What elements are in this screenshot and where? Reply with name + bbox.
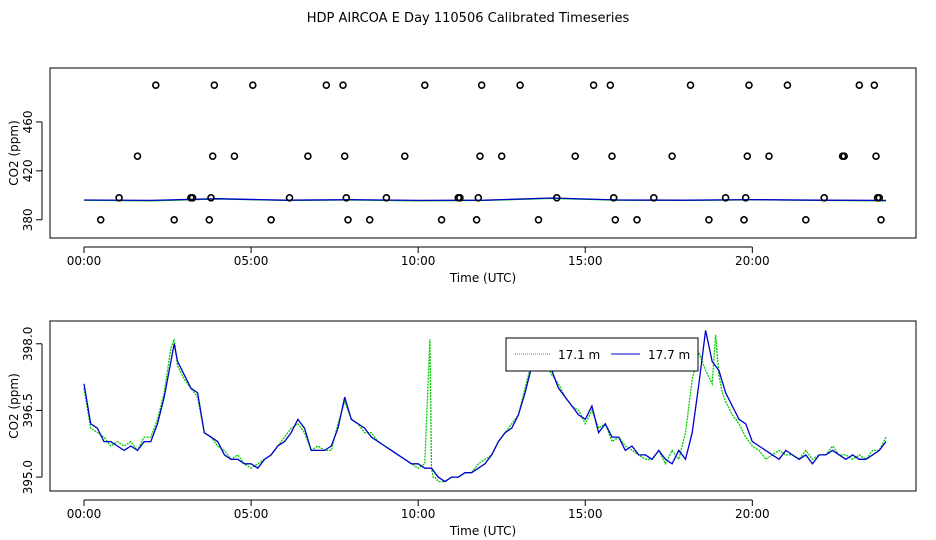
y-axis-label: CO2 (ppm) (7, 373, 21, 439)
data-point (745, 81, 753, 89)
data-point (721, 194, 730, 202)
data-point (474, 194, 483, 202)
data-point (668, 152, 676, 160)
x-tick-label: 10:00 (401, 254, 436, 268)
data-point (365, 216, 374, 224)
y-axis: 395.0 396.5 398.0 (21, 327, 43, 494)
x-tick-label: 20:00 (735, 254, 770, 268)
data-point (249, 81, 257, 89)
x-axis: 00:00 05:00 10:00 15:00 20:00 (67, 499, 770, 521)
data-point (304, 152, 312, 160)
y-axis: 380 420 460 (21, 110, 43, 231)
panel-bottom: 00:00 05:00 10:00 15:00 20:00 395.0 396.5 398.… (7, 320, 917, 538)
data-point (188, 194, 197, 202)
data-point (437, 216, 446, 224)
series-line-2 (83, 330, 887, 483)
data-point (115, 194, 123, 202)
data-point (534, 216, 543, 224)
data-point (611, 216, 620, 224)
data-point (877, 216, 885, 224)
y-tick-label: 420 (21, 159, 35, 182)
data-point (649, 194, 658, 202)
data-point (589, 81, 598, 89)
data-point (477, 81, 486, 89)
data-point (801, 216, 810, 224)
x-tick-label: 15:00 (568, 507, 603, 521)
x-axis: 00:00 05:00 10:00 15:00 20:00 (67, 246, 770, 268)
series-line-2 (83, 197, 887, 202)
data-point (476, 152, 484, 160)
data-point (872, 152, 880, 160)
data-point (552, 194, 561, 202)
data-point (870, 81, 879, 89)
y-tick-label: 460 (21, 110, 35, 133)
data-point (382, 194, 391, 202)
x-tick-label: 10:00 (401, 507, 436, 521)
data-layer (83, 330, 887, 483)
data-point (322, 81, 331, 89)
data-point (420, 81, 429, 89)
panel-top: 00:00 05:00 10:00 15:00 20:00 380 420 460 Time… (7, 67, 917, 285)
data-point (207, 194, 215, 202)
data-point (765, 152, 773, 160)
data-point (606, 81, 615, 89)
legend-label-series2: 17.7 m (648, 348, 690, 362)
x-tick-label: 20:00 (735, 507, 770, 521)
plot-frame (49, 67, 917, 239)
data-point (633, 216, 641, 224)
data-point (875, 194, 884, 202)
y-tick-label: 395.0 (21, 460, 35, 494)
data-point (743, 152, 752, 160)
data-point (170, 216, 178, 224)
data-point (230, 152, 239, 160)
data-point (608, 152, 616, 160)
x-axis-label: Time (UTC) (449, 271, 516, 285)
data-point (267, 216, 275, 224)
data-point (840, 152, 849, 160)
data-point (339, 81, 347, 89)
y-tick-label: 396.5 (21, 393, 35, 427)
x-tick-label: 00:00 (67, 254, 102, 268)
data-point (783, 81, 792, 89)
data-point (571, 152, 580, 160)
data-point (609, 194, 618, 202)
data-point (741, 194, 750, 202)
legend-label-series1: 17.1 m (558, 348, 600, 362)
x-tick-label: 15:00 (568, 254, 603, 268)
data-point (820, 194, 829, 202)
data-point (342, 194, 351, 202)
data-point (285, 194, 294, 202)
data-point (152, 81, 160, 89)
data-point (133, 152, 142, 160)
x-tick-label: 00:00 (67, 507, 102, 521)
data-point (208, 152, 217, 160)
x-tick-label: 05:00 (234, 507, 269, 521)
data-point (96, 216, 105, 224)
data-point (855, 81, 864, 89)
y-tick-label: 380 (21, 208, 35, 231)
data-point (340, 152, 349, 160)
data-layer (83, 81, 887, 224)
figure-title: HDP AIRCOA E Day 110506 Calibrated Times… (307, 11, 630, 26)
data-point (400, 152, 409, 160)
x-tick-label: 05:00 (234, 254, 269, 268)
x-axis-label: Time (UTC) (449, 524, 516, 538)
data-point (740, 216, 748, 224)
y-axis-label: CO2 (ppm) (7, 120, 21, 186)
data-point (686, 81, 695, 89)
y-tick-label: 398.0 (21, 327, 35, 361)
plot-frame (49, 320, 917, 492)
data-point (210, 81, 219, 89)
legend: 17.1 m 17.7 m (505, 337, 699, 372)
series-line-1 (83, 334, 887, 483)
data-point (472, 216, 481, 224)
data-point (344, 216, 352, 224)
data-point (516, 81, 524, 89)
data-point (705, 216, 713, 224)
data-point (497, 152, 506, 160)
data-point (205, 216, 214, 224)
data-point (456, 194, 464, 202)
